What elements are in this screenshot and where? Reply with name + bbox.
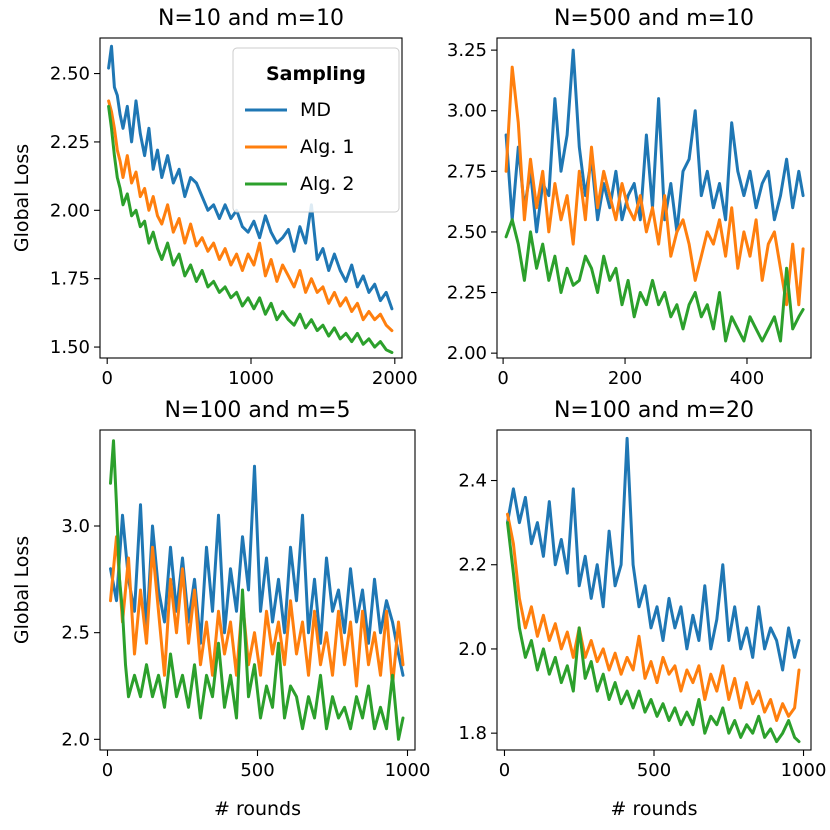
series-line-md — [506, 436, 801, 672]
x-tick-label: 1000 — [781, 760, 827, 781]
y-tick-label: 2.00 — [50, 200, 90, 221]
series-line-alg-2 — [504, 218, 805, 343]
plot-frame — [496, 429, 812, 751]
legend: Sampling MD Alg. 1 Alg. 2 — [232, 47, 400, 213]
panel-3: 0 500 1000 2.0 2.5 3.0 N=100 and m=5 # rounds Gl… — [11, 398, 430, 820]
y-tick-label: 2.25 — [50, 132, 90, 153]
y-tick-label: 1.8 — [458, 723, 487, 744]
y-tick-label: 2.2 — [458, 555, 487, 576]
x-tick-label: 400 — [730, 368, 764, 389]
legend-entry-label: Alg. 1 — [300, 136, 355, 158]
panel-title: N=10 and m=10 — [158, 6, 344, 31]
panel-4: 0 500 1000 1.8 2.0 2.2 2.4 N=100 and m=20 # roun… — [458, 398, 826, 820]
legend-entry-label: Alg. 2 — [300, 173, 355, 195]
x-tick-label: 500 — [637, 760, 671, 781]
x-tick-label: 200 — [608, 368, 642, 389]
x-tick-label: 500 — [240, 760, 274, 781]
y-tick-label: 2.75 — [447, 161, 487, 182]
series-group — [506, 436, 801, 744]
series-line-alg-1 — [109, 535, 405, 688]
y-tick-label: 2.0 — [458, 639, 487, 660]
x-tick-label: 2000 — [372, 368, 418, 389]
series-line-md — [504, 48, 805, 234]
series-group — [504, 48, 805, 343]
panel-title: N=500 and m=10 — [554, 6, 754, 31]
panel-title: N=100 and m=5 — [164, 398, 350, 423]
series-line-alg-1 — [506, 512, 801, 722]
x-tick-label: 1000 — [385, 760, 431, 781]
legend-title: Sampling — [266, 63, 366, 85]
y-tick-label: 2.50 — [447, 222, 487, 243]
y-tick-label: 2.50 — [50, 64, 90, 85]
y-tick-label: 1.75 — [50, 269, 90, 290]
x-tick-label: 0 — [499, 760, 510, 781]
series-group — [109, 439, 405, 741]
x-axis-label: # rounds — [610, 798, 697, 820]
series-line-alg-2 — [506, 521, 801, 744]
series-line-alg-2 — [109, 439, 405, 741]
x-tick-label: 0 — [497, 368, 508, 389]
y-tick-label: 2.00 — [447, 343, 487, 364]
series-line-alg-1 — [504, 65, 805, 307]
panel-2: 0 200 400 2.00 2.25 2.50 2.75 3.00 3.25 N=500 and… — [447, 6, 812, 389]
y-axis-label: Global Loss — [11, 144, 33, 252]
x-tick-label: 0 — [101, 368, 112, 389]
y-tick-label: 3.0 — [61, 516, 90, 537]
x-axis-label: # rounds — [214, 798, 301, 820]
legend-entry-label: MD — [300, 99, 331, 121]
series-line-alg-1 — [107, 99, 394, 333]
series-line-alg-2 — [107, 104, 394, 354]
x-tick-label: 0 — [102, 760, 113, 781]
y-axis-label: Global Loss — [11, 536, 33, 644]
legend-box — [232, 47, 400, 213]
y-tick-label: 2.0 — [61, 729, 90, 750]
panel-title: N=100 and m=20 — [554, 398, 754, 423]
plot-frame — [496, 37, 812, 359]
y-tick-label: 1.50 — [50, 337, 90, 358]
x-tick-label: 1000 — [228, 368, 274, 389]
y-tick-label: 2.25 — [447, 283, 487, 304]
y-tick-label: 3.00 — [447, 101, 487, 122]
panel-1: 0 1000 2000 1.50 1.75 2.00 2.25 2.50 N=10 and m=… — [11, 6, 418, 389]
y-tick-label: 2.5 — [61, 623, 90, 644]
y-tick-label: 3.25 — [447, 40, 487, 61]
series-line-md — [109, 464, 405, 677]
y-tick-label: 2.4 — [458, 471, 487, 492]
